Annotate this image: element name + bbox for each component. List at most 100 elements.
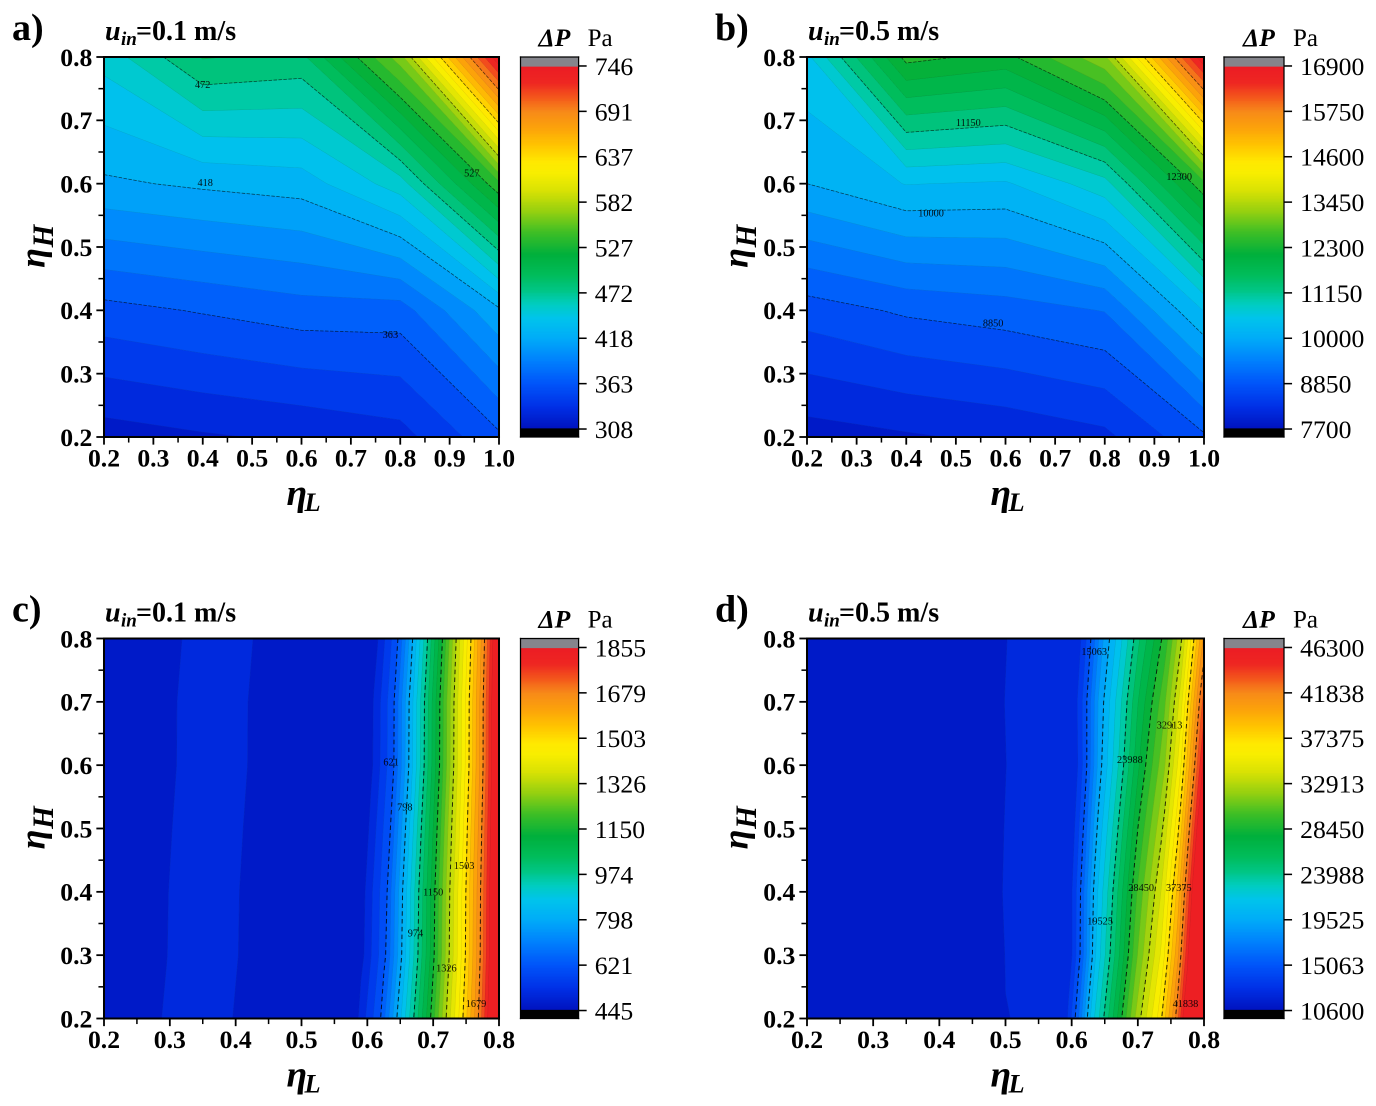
svg-text:15063: 15063 [1300,951,1364,980]
svg-text:η: η [716,830,756,850]
svg-text:363: 363 [383,330,398,341]
svg-text:0.2: 0.2 [60,423,92,452]
svg-text:0.4: 0.4 [763,296,795,325]
svg-text:527: 527 [595,233,634,262]
svg-text:445: 445 [595,996,634,1025]
svg-text:0.4: 0.4 [763,878,795,907]
svg-text:0.8: 0.8 [483,1025,515,1054]
svg-text:0.5: 0.5 [60,814,92,843]
svg-text:32913: 32913 [1300,770,1364,799]
svg-text:=0.5 m/s: =0.5 m/s [839,16,939,47]
svg-text:0.2: 0.2 [88,1025,120,1054]
svg-text:0.7: 0.7 [335,443,367,472]
svg-text:0.5: 0.5 [236,443,268,472]
svg-text:28450: 28450 [1300,815,1364,844]
svg-text:0.2: 0.2 [763,1004,795,1033]
svg-text:0.4: 0.4 [220,1025,252,1054]
svg-text:0.8: 0.8 [60,43,92,72]
svg-text:0.6: 0.6 [989,443,1021,472]
svg-text:0.5: 0.5 [285,1025,317,1054]
svg-text:0.9: 0.9 [1138,443,1170,472]
svg-text:472: 472 [195,80,210,91]
svg-text:η: η [991,473,1012,514]
svg-text:ΔP: ΔP [1242,23,1275,52]
svg-text:0.2: 0.2 [88,443,120,472]
svg-text:10000: 10000 [918,209,944,220]
svg-text:in: in [121,610,137,631]
svg-text:L: L [1007,487,1024,517]
svg-text:0.3: 0.3 [154,1025,186,1054]
svg-text:d): d) [715,589,749,631]
svg-text:1503: 1503 [454,861,475,872]
svg-text:0.2: 0.2 [791,1025,823,1054]
svg-text:46300: 46300 [1300,633,1364,662]
svg-text:1.0: 1.0 [483,443,515,472]
svg-text:0.8: 0.8 [763,624,795,653]
svg-text:0.2: 0.2 [763,423,795,452]
svg-text:u: u [105,598,121,629]
svg-text:u: u [808,16,824,47]
svg-text:14600: 14600 [1300,143,1364,172]
svg-text:H: H [731,805,763,830]
svg-text:b): b) [715,7,749,49]
svg-text:19525: 19525 [1087,917,1113,928]
svg-text:582: 582 [595,188,634,217]
svg-text:1679: 1679 [466,999,487,1010]
svg-text:8850: 8850 [983,319,1004,330]
svg-text:H: H [28,805,60,830]
svg-text:0.3: 0.3 [60,941,92,970]
svg-text:0.3: 0.3 [763,941,795,970]
svg-text:0.2: 0.2 [60,1004,92,1033]
svg-text:308: 308 [595,415,634,444]
svg-text:0.7: 0.7 [763,688,795,717]
svg-text:0.5: 0.5 [989,1025,1021,1054]
svg-text:23988: 23988 [1300,860,1364,889]
svg-text:ΔP: ΔP [538,23,571,52]
svg-text:41838: 41838 [1300,679,1364,708]
svg-text:0.7: 0.7 [417,1025,449,1054]
svg-text:0.3: 0.3 [137,443,169,472]
svg-text:0.8: 0.8 [763,43,795,72]
svg-text:0.2: 0.2 [791,443,823,472]
svg-text:11150: 11150 [956,118,981,129]
svg-text:0.4: 0.4 [60,878,92,907]
svg-text:=0.1 m/s: =0.1 m/s [136,16,236,47]
svg-text:23988: 23988 [1117,755,1143,766]
svg-text:16900: 16900 [1300,52,1364,81]
svg-text:32913: 32913 [1157,720,1183,731]
svg-text:0.6: 0.6 [285,443,317,472]
svg-text:621: 621 [595,951,634,980]
svg-text:0.3: 0.3 [841,443,873,472]
svg-text:1855: 1855 [595,633,646,662]
svg-text:0.4: 0.4 [60,296,92,325]
svg-text:1.0: 1.0 [1188,443,1220,472]
svg-text:746: 746 [595,52,634,81]
svg-text:8850: 8850 [1300,370,1351,399]
svg-text:0.9: 0.9 [434,443,466,472]
svg-text:15063: 15063 [1081,647,1107,658]
svg-text:0.5: 0.5 [60,233,92,262]
svg-text:13450: 13450 [1300,188,1364,217]
svg-text:12300: 12300 [1300,233,1364,262]
svg-text:=0.1 m/s: =0.1 m/s [136,598,236,629]
svg-text:0.8: 0.8 [1188,1025,1220,1054]
svg-text:1503: 1503 [595,724,646,753]
svg-text:in: in [824,610,840,631]
svg-text:10600: 10600 [1300,996,1364,1025]
svg-text:15750: 15750 [1300,97,1364,126]
svg-text:10000: 10000 [1300,324,1364,353]
svg-text:974: 974 [595,860,634,889]
svg-text:974: 974 [408,929,423,940]
svg-text:=0.5 m/s: =0.5 m/s [839,598,939,629]
svg-text:L: L [304,1068,321,1098]
svg-text:472: 472 [595,279,634,308]
svg-text:418: 418 [595,324,634,353]
svg-text:0.6: 0.6 [763,751,795,780]
svg-text:37375: 37375 [1166,883,1192,894]
svg-text:0.6: 0.6 [351,1025,383,1054]
svg-text:0.5: 0.5 [763,814,795,843]
svg-text:c): c) [12,589,42,631]
svg-text:621: 621 [383,758,398,769]
svg-text:η: η [13,248,53,268]
svg-text:0.3: 0.3 [763,360,795,389]
